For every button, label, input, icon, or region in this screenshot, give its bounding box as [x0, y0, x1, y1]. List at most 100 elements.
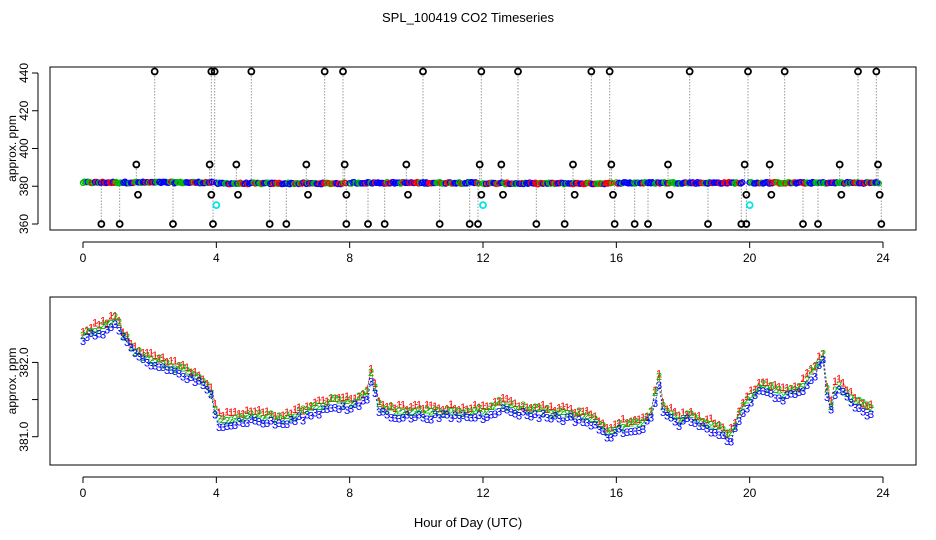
top-panel: 0 4 8 12 16 20 24 360 380 400 420 440 approx. ppm: [5, 63, 917, 265]
series-point-3: 3: [348, 403, 354, 415]
x-tick-label: 24: [876, 486, 890, 500]
series-point-2: 2: [780, 390, 786, 402]
series-point-1: 1: [816, 351, 822, 363]
series-point-3: 3: [572, 417, 578, 429]
series-point-3: 3: [192, 377, 198, 389]
series-point-2: 2: [144, 351, 150, 363]
series-point-3: 3: [328, 403, 334, 415]
series-point-1: 1: [712, 418, 718, 430]
series-point-3: 3: [228, 420, 234, 432]
series-point-3: 3: [712, 427, 718, 439]
series-point-1: 1: [132, 341, 138, 353]
series-point-3: 3: [392, 413, 398, 425]
series-point-3: 3: [304, 410, 310, 422]
series-point-1: 1: [156, 353, 162, 365]
series-point-3: 3: [608, 433, 614, 445]
series-point-1: 1: [868, 399, 874, 411]
series-point-3: 3: [620, 428, 626, 440]
series-point-1: 1: [512, 398, 518, 410]
series-point-3: 3: [736, 416, 742, 428]
series-point-3: 3: [820, 354, 826, 366]
series-point-2: 2: [492, 400, 498, 412]
series-point-1: 1: [312, 397, 318, 409]
series-point-1: 1: [532, 403, 538, 415]
high-marker: [150, 67, 159, 76]
series-point-1: 1: [260, 407, 266, 419]
high-marker: [419, 67, 427, 76]
series-point-2: 2: [112, 311, 118, 323]
high-marker: [339, 67, 347, 76]
series-point-3: 3: [116, 326, 122, 338]
series-point-1: 1: [192, 367, 198, 379]
series-point-3: 3: [172, 366, 178, 378]
series-point-1: 1: [588, 409, 594, 421]
series-point-1: 1: [520, 402, 526, 414]
series-point-3: 3: [512, 408, 518, 420]
series-point-3: 3: [516, 410, 522, 422]
series-point-1: 1: [796, 383, 802, 395]
series-point-1: 1: [480, 400, 486, 412]
series-point-2: 2: [628, 418, 634, 430]
series-point-2: 2: [236, 412, 242, 424]
series-point-3: 3: [156, 362, 162, 374]
series-point-3: 3: [316, 409, 322, 421]
low-marker: [560, 220, 569, 228]
series-point-2: 2: [464, 406, 470, 418]
series-point-1: 1: [504, 394, 510, 406]
series-point-2: 2: [84, 326, 90, 338]
flag-marker: [212, 201, 221, 210]
series-point-3: 3: [664, 410, 670, 422]
y-tick-label: 420: [17, 100, 31, 120]
y-axis-label: approx. ppm: [5, 115, 19, 182]
series-point-2: 2: [184, 366, 190, 378]
low-marker: [737, 220, 746, 228]
series-point-1: 1: [556, 402, 562, 414]
series-point-1: 1: [404, 405, 410, 417]
series-point-1: 1: [860, 398, 866, 410]
series-point-2: 2: [368, 367, 374, 379]
series-point-1: 1: [628, 416, 634, 428]
sub-marker: [570, 190, 579, 199]
low-marker: [630, 220, 639, 228]
series-point-2: 2: [668, 409, 674, 421]
series-point-1: 1: [212, 398, 218, 410]
low-marker: [282, 220, 291, 228]
series-point-2: 2: [556, 406, 562, 418]
series-point-3: 3: [136, 351, 142, 363]
series-point-1: 1: [676, 410, 682, 422]
series-point-1: 1: [704, 414, 710, 426]
series-point-2: 2: [540, 408, 546, 420]
series-point-1: 1: [576, 407, 582, 419]
baseline-point: [362, 180, 370, 187]
series-point-3: 3: [456, 414, 462, 426]
series-point-1: 1: [664, 404, 670, 416]
series-point-2: 2: [400, 408, 406, 420]
series-point-1: 1: [792, 381, 798, 393]
series-point-2: 2: [240, 413, 246, 425]
series-point-2: 2: [280, 414, 286, 426]
series-point-3: 3: [148, 360, 154, 372]
series-point-2: 2: [536, 403, 542, 415]
high-marker: [685, 67, 694, 76]
series-point-1: 1: [600, 418, 606, 430]
series-point-2: 2: [784, 385, 790, 397]
series-point-3: 3: [484, 412, 490, 424]
x-tick-label: 12: [476, 251, 490, 265]
series-point-3: 3: [240, 418, 246, 430]
series-point-2: 2: [580, 411, 586, 423]
series-point-2: 2: [148, 355, 154, 367]
series-point-1: 1: [552, 405, 558, 417]
series-point-3: 3: [460, 410, 466, 422]
series-point-1: 1: [536, 401, 542, 413]
x-tick-label: 4: [213, 251, 220, 265]
series-point-3: 3: [768, 388, 774, 400]
series-point-1: 1: [544, 404, 550, 416]
series-point-2: 2: [332, 393, 338, 405]
series-point-2: 2: [468, 407, 474, 419]
series-point-2: 2: [724, 428, 730, 440]
series-point-2: 2: [352, 397, 358, 409]
series-point-1: 1: [524, 402, 530, 414]
series-point-1: 1: [680, 407, 686, 419]
low-marker: [610, 220, 619, 228]
series-point-3: 3: [216, 422, 222, 434]
